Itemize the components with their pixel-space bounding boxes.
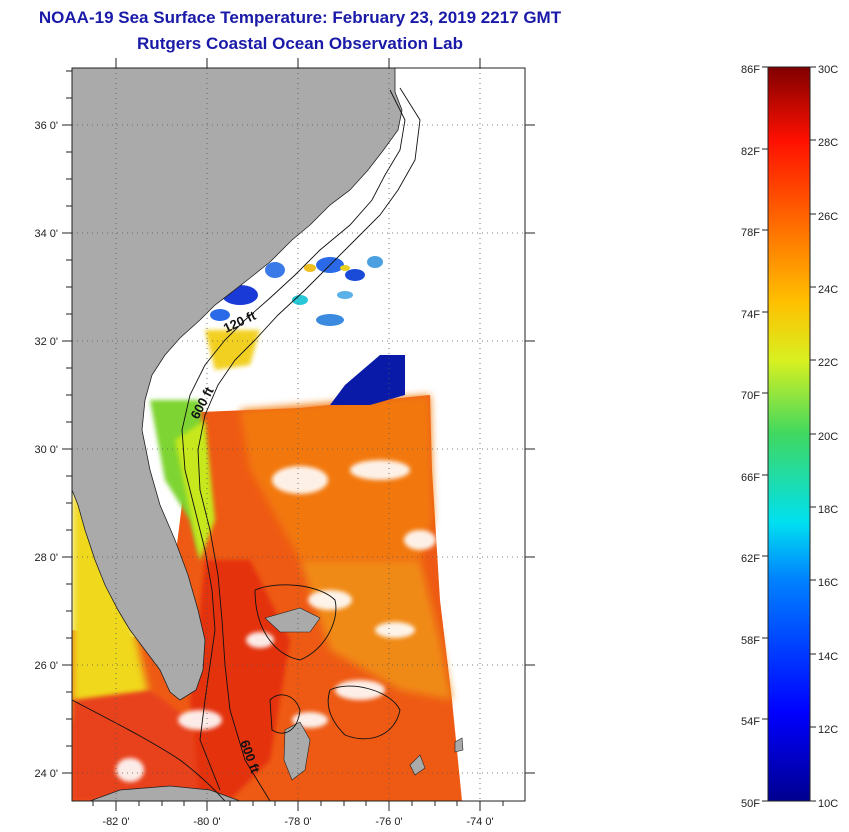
colorbar-ticks [762,66,816,802]
land-islands [264,607,464,781]
cbar-f-86: 86F [741,64,760,76]
bathymetry-contours [72,87,421,801]
cbar-f-50: 50F [741,798,760,810]
lat-label-28: 28 0' [34,552,58,564]
map-grid [72,68,525,801]
colorbar-fahrenheit-labels: 86F 82F 78F 74F 70F 66F 62F 58F 54F 50F [741,64,760,810]
cbar-f-70: 70F [741,390,760,402]
land-cuba [89,785,241,801]
lon-label-74: -74 0' [466,816,493,828]
cbar-c-12: 12C [818,724,838,736]
cbar-f-82: 82F [741,146,760,158]
cbar-f-74: 74F [741,309,760,321]
cbar-c-26: 26C [818,211,838,223]
axis-ticks [62,58,535,811]
lat-label-32: 32 0' [34,336,58,348]
lat-label-36: 36 0' [34,120,58,132]
cbar-c-14: 14C [818,651,838,663]
lon-label-82: -82 0' [102,816,129,828]
cbar-f-78: 78F [741,227,760,239]
colorbar-celsius-labels: 30C 28C 26C 24C 22C 20C 18C 16C 14C 12C … [818,64,838,810]
cbar-f-58: 58F [741,635,760,647]
lon-label-76: -76 0' [375,816,402,828]
latitude-labels: 36 0' 34 0' 32 0' 30 0' 28 0' 26 0' 24 0… [34,120,58,780]
lat-label-30: 30 0' [34,444,58,456]
map-subtitle: Rutgers Coastal Ocean Observation Lab [137,34,463,53]
cbar-c-10: 10C [818,798,838,810]
longitude-labels: -82 0' -80 0' -78 0' -76 0' -74 0' [102,816,493,828]
cbar-f-66: 66F [741,472,760,484]
lon-label-80: -80 0' [193,816,220,828]
cbar-c-16: 16C [818,577,838,589]
cbar-f-54: 54F [741,716,760,728]
cbar-c-28: 28C [818,137,838,149]
lon-label-78: -78 0' [284,816,311,828]
cbar-c-30: 30C [818,64,838,76]
cbar-c-24: 24C [818,284,838,296]
cbar-f-62: 62F [741,553,760,565]
colorbar-gradient [767,66,811,802]
map-title: NOAA-19 Sea Surface Temperature: Februar… [38,8,562,27]
cbar-c-18: 18C [818,504,838,516]
cbar-c-22: 22C [818,357,838,369]
land-mass [72,68,403,701]
lat-label-24: 24 0' [34,768,58,780]
cbar-c-20: 20C [818,431,838,443]
lat-label-26: 26 0' [34,660,58,672]
lat-label-34: 34 0' [34,228,58,240]
